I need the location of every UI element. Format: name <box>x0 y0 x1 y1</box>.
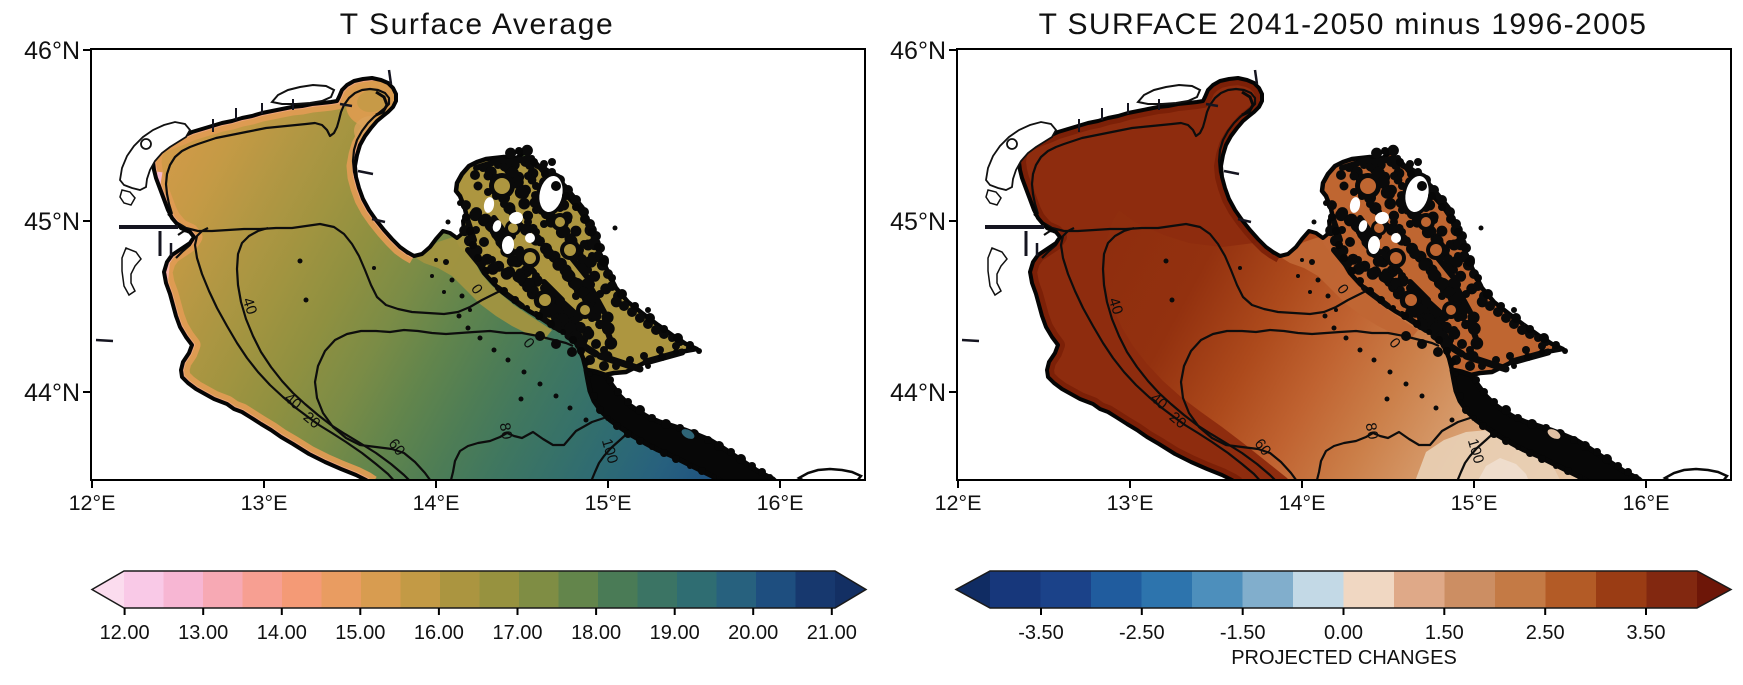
svg-text:21.00: 21.00 <box>807 622 857 644</box>
svg-text:13.00: 13.00 <box>178 622 228 644</box>
svg-text:14°E: 14°E <box>413 491 460 515</box>
svg-text:44°N: 44°N <box>24 379 80 407</box>
svg-text:15°E: 15°E <box>1451 491 1498 515</box>
svg-text:60: 60 <box>1251 435 1275 459</box>
svg-text:12.00: 12.00 <box>100 622 150 644</box>
svg-text:-1.50: -1.50 <box>1220 622 1266 644</box>
svg-text:13°E: 13°E <box>1107 491 1154 515</box>
svg-text:17.00: 17.00 <box>492 622 542 644</box>
svg-text:45°N: 45°N <box>890 208 946 236</box>
svg-text:45°N: 45°N <box>24 208 80 236</box>
svg-text:1.50: 1.50 <box>1425 622 1464 644</box>
svg-text:60: 60 <box>385 435 409 459</box>
svg-text:46°N: 46°N <box>24 37 80 65</box>
svg-text:PROJECTED CHANGES: PROJECTED CHANGES <box>1231 647 1457 669</box>
svg-text:12°E: 12°E <box>69 491 116 515</box>
svg-text:16.00: 16.00 <box>414 622 464 644</box>
svg-text:13°E: 13°E <box>241 491 288 515</box>
svg-text:3.50: 3.50 <box>1627 622 1666 644</box>
svg-text:14.00: 14.00 <box>257 622 307 644</box>
svg-text:80: 80 <box>496 421 516 440</box>
svg-text:14°E: 14°E <box>1279 491 1326 515</box>
svg-text:40: 40 <box>1105 296 1126 317</box>
svg-text:44°N: 44°N <box>890 379 946 407</box>
svg-text:46°N: 46°N <box>890 37 946 65</box>
svg-text:80: 80 <box>1362 421 1382 440</box>
svg-text:100: 100 <box>598 437 621 466</box>
svg-text:16°E: 16°E <box>757 491 804 515</box>
svg-text:15°E: 15°E <box>585 491 632 515</box>
svg-text:19.00: 19.00 <box>650 622 700 644</box>
svg-text:40: 40 <box>239 296 260 317</box>
svg-text:100: 100 <box>1464 437 1487 466</box>
svg-text:T SURFACE 2041-2050 minus 1996: T SURFACE 2041-2050 minus 1996-2005 <box>1039 8 1648 41</box>
svg-text:16°E: 16°E <box>1623 491 1670 515</box>
svg-text:-3.50: -3.50 <box>1018 622 1064 644</box>
svg-text:T Surface Average: T Surface Average <box>340 8 615 41</box>
svg-text:2.50: 2.50 <box>1526 622 1565 644</box>
svg-text:12°E: 12°E <box>935 491 982 515</box>
svg-text:15.00: 15.00 <box>335 622 385 644</box>
svg-text:20.00: 20.00 <box>728 622 778 644</box>
svg-text:18.00: 18.00 <box>571 622 621 644</box>
svg-text:0.00: 0.00 <box>1324 622 1363 644</box>
svg-text:-2.50: -2.50 <box>1119 622 1165 644</box>
